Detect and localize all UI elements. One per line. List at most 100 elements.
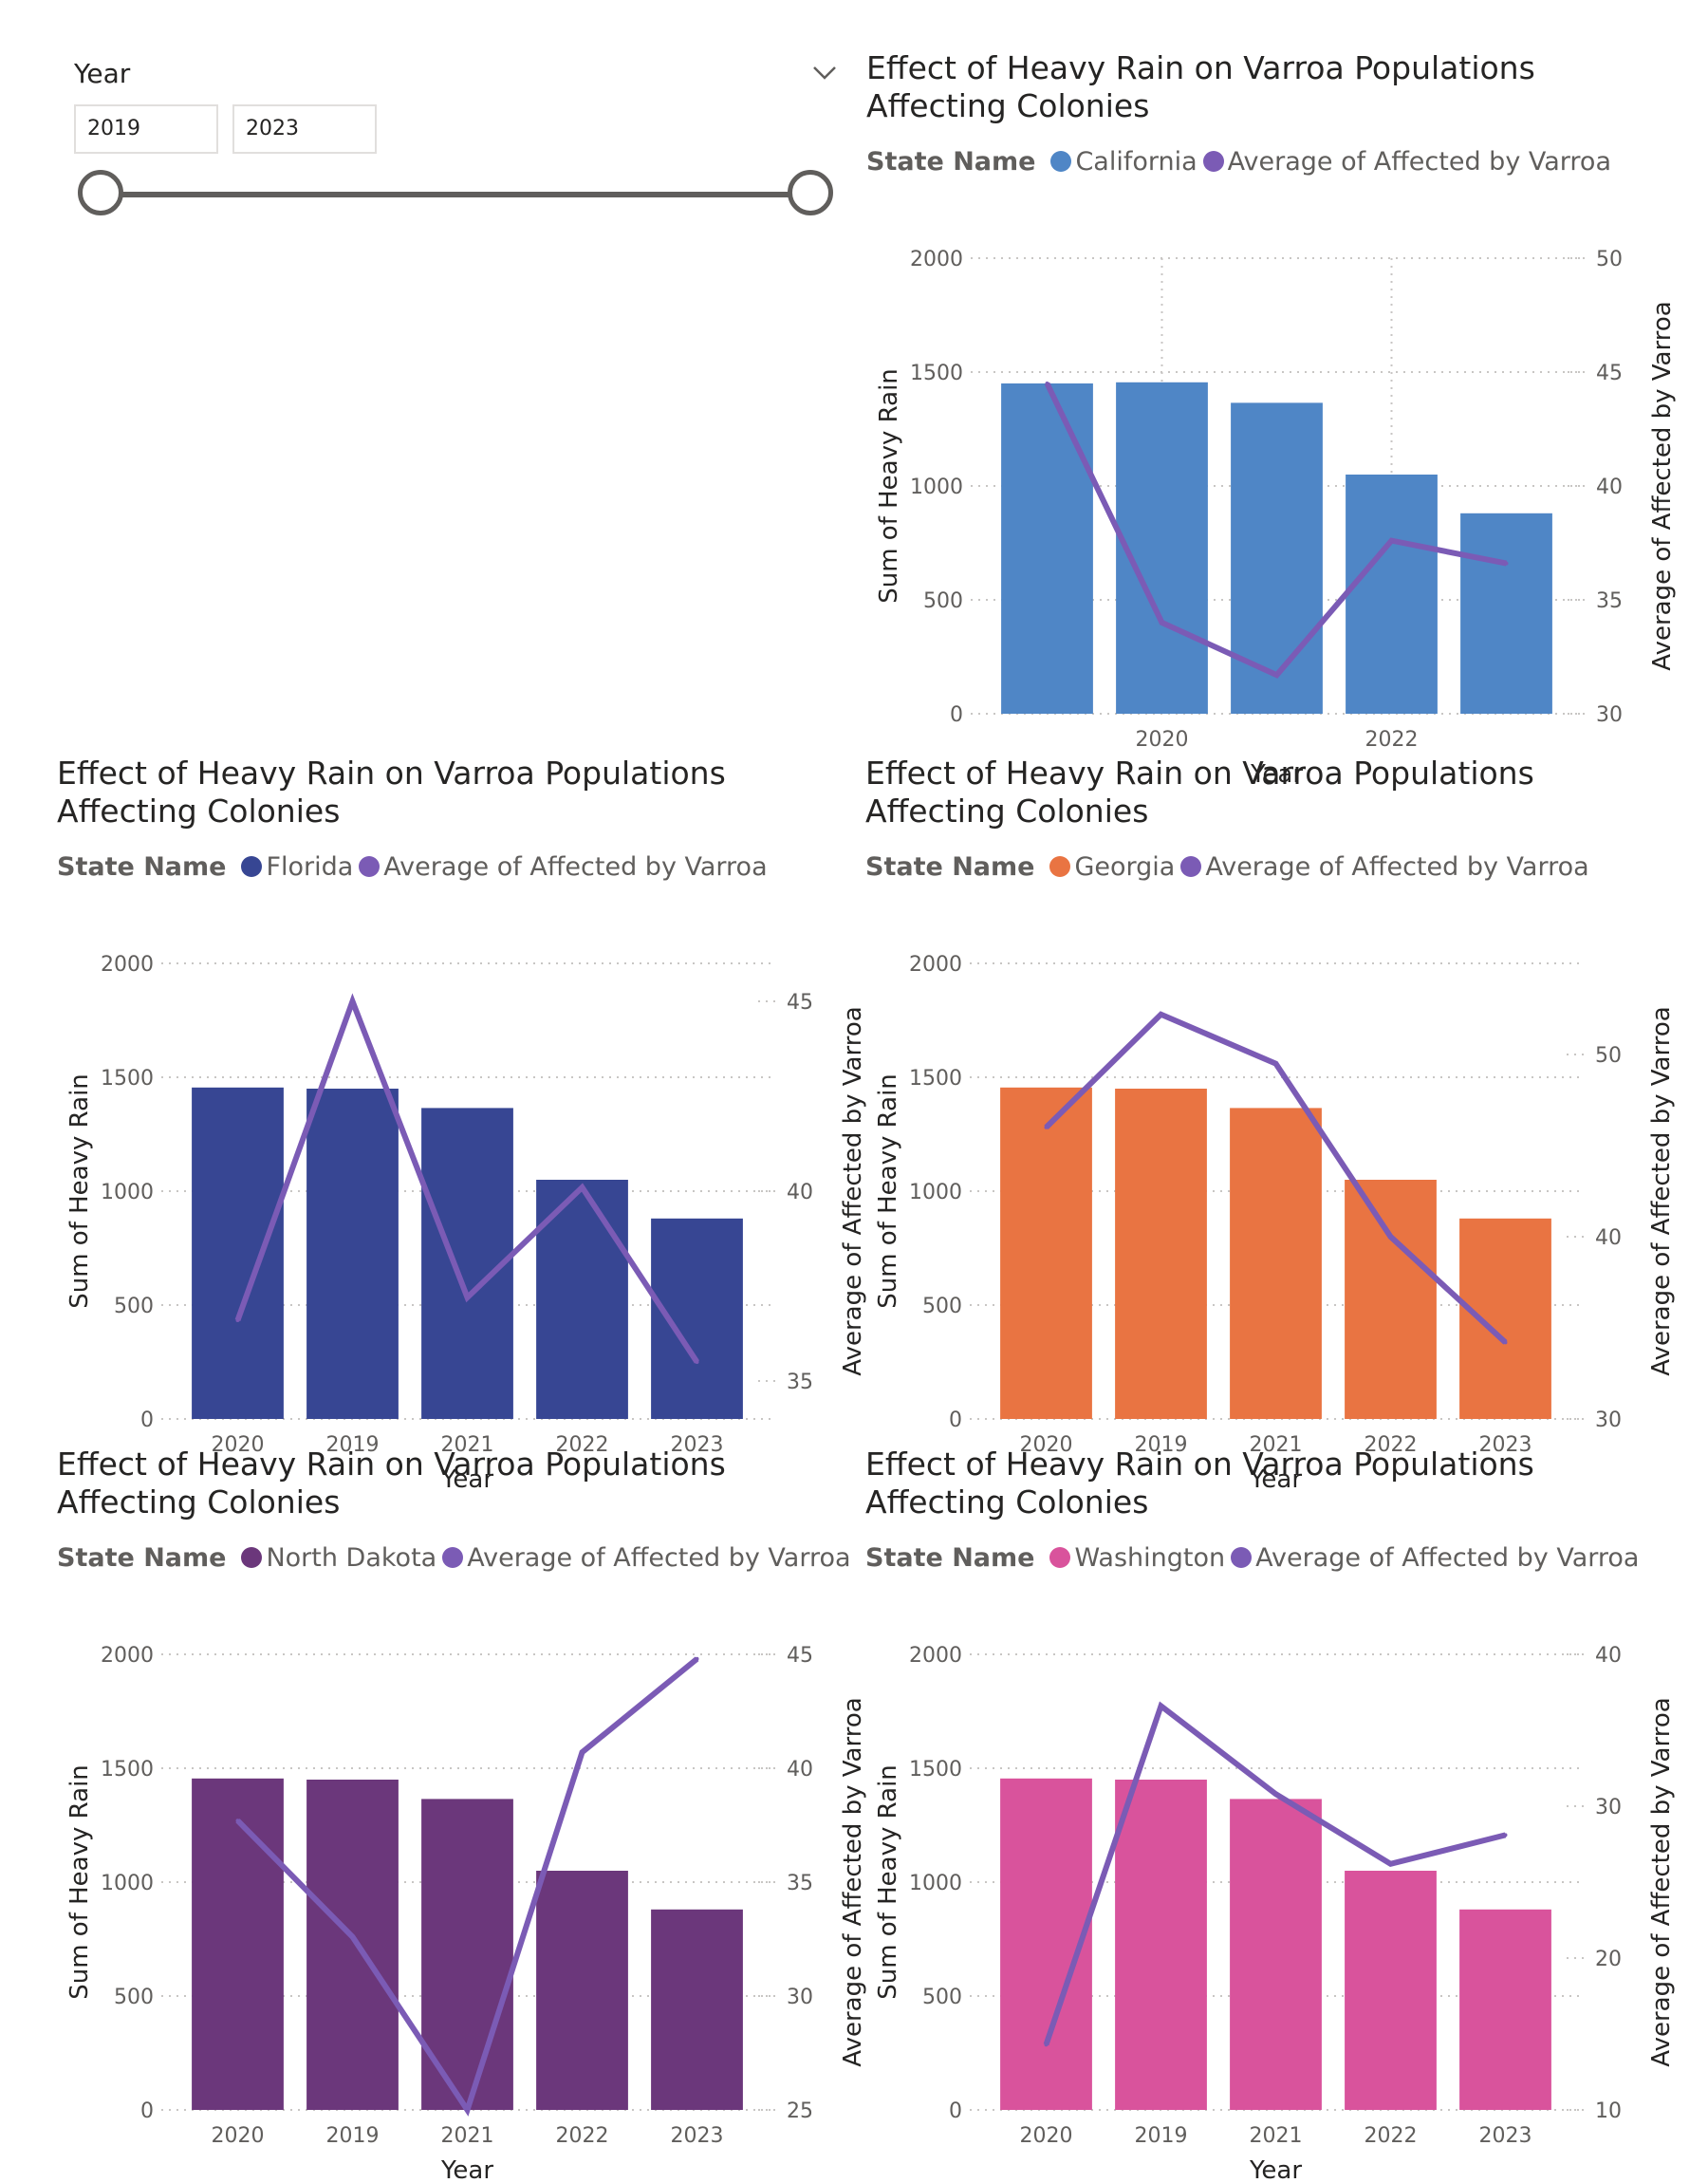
line-point — [1273, 1061, 1278, 1066]
legend-dot-line — [1202, 151, 1224, 172]
slicer-track[interactable] — [102, 192, 805, 197]
y2-axis-title: Average of Affected by Varroa — [1648, 301, 1677, 670]
year-slicer[interactable]: Year 2019 2023 — [66, 52, 845, 242]
chart-title: Effect of Heavy Rain on Varroa Populatio… — [865, 755, 1534, 830]
y2-tick-label: 40 — [787, 1758, 813, 1782]
y-tick-label: 2000 — [910, 248, 963, 271]
line-point — [1388, 1861, 1393, 1866]
chart-plot: 0 500 1000 1500 2000 30 40 50 2020 2019 2021 2022 20… — [874, 953, 1676, 1494]
slicer-end-handle[interactable] — [788, 170, 833, 215]
line-point — [1388, 1235, 1393, 1239]
legend-item-state[interactable]: Georgia — [1049, 852, 1175, 882]
line-point — [1044, 2043, 1049, 2047]
y-tick-label: 500 — [114, 1986, 154, 2009]
legend-dot-bar — [1049, 1547, 1071, 1568]
line-point — [1045, 382, 1049, 385]
x-tick-label: 2020 — [212, 1433, 265, 1457]
legend-label: Average of Affected by Varroa — [1205, 851, 1589, 882]
y2-tick-label: 30 — [1596, 703, 1623, 727]
chart-panel-georgia: Effect of Heavy Rain on Varroa Populatio… — [865, 755, 1700, 1494]
y-tick-label: 0 — [140, 1409, 154, 1432]
line-point — [465, 1296, 470, 1299]
legend-item-average[interactable]: Average of Affected by Varroa — [1180, 851, 1589, 882]
bar — [1345, 1180, 1437, 1419]
legend-label: Washington — [1074, 1542, 1226, 1573]
y2-axis-title: Average of Affected by Varroa — [839, 1697, 867, 2066]
y2-tick-label: 45 — [787, 1644, 813, 1668]
y2-tick-label: 40 — [787, 1181, 813, 1204]
y-tick-label: 1500 — [909, 1067, 962, 1091]
x-tick-label: 2022 — [556, 2124, 609, 2148]
chart-legend: State Name North Dakota Average of Affec… — [57, 1541, 857, 1574]
x-tick-label: 2022 — [1365, 728, 1419, 752]
legend-label: Florida — [266, 851, 354, 882]
y2-tick-label: 40 — [1595, 1226, 1622, 1250]
y2-tick-label: 45 — [787, 991, 813, 1015]
line-point — [580, 1185, 585, 1189]
line-point — [695, 1656, 699, 1661]
y-tick-label: 500 — [923, 589, 963, 613]
chart-legend: State Name Georgia Average of Affected b… — [865, 850, 1595, 883]
bar — [1230, 1108, 1322, 1419]
y-axis-title: Sum of Heavy Rain — [65, 1073, 94, 1309]
line-point — [695, 1360, 699, 1364]
bar — [192, 1087, 284, 1419]
line-point — [1160, 621, 1164, 625]
bar — [1115, 1089, 1207, 1419]
chart-panel-california: Effect of Heavy Rain on Varroa Populatio… — [866, 49, 1701, 789]
bar — [1116, 382, 1208, 714]
x-tick-label: 2019 — [326, 1433, 380, 1457]
y-axis-title: Sum of Heavy Rain — [875, 368, 903, 604]
bar — [306, 1089, 399, 1419]
x-axis-title: Year — [1250, 760, 1303, 789]
bar — [1459, 1909, 1551, 2110]
line-point — [1159, 1704, 1163, 1708]
x-tick-label: 2022 — [1365, 2124, 1418, 2148]
bar — [1346, 475, 1438, 714]
slicer-from-input[interactable]: 2019 — [74, 104, 218, 154]
legend-item-average[interactable]: Average of Affected by Varroa — [1231, 1543, 1639, 1573]
legend-item-average[interactable]: Average of Affected by Varroa — [442, 1543, 851, 1573]
legend-dot-line — [1231, 1547, 1253, 1568]
y2-tick-label: 40 — [1595, 1644, 1622, 1668]
chart-title: Effect of Heavy Rain on Varroa Populatio… — [57, 755, 726, 830]
chart-panel-florida: Effect of Heavy Rain on Varroa Populatio… — [57, 755, 892, 1494]
x-tick-label: 2021 — [1250, 1433, 1303, 1457]
line-point — [350, 1934, 355, 1939]
y2-tick-label: 30 — [1595, 1796, 1622, 1819]
y2-axis-title: Average of Affected by Varroa — [839, 1006, 867, 1375]
legend-item-state[interactable]: California — [1050, 147, 1197, 177]
legend-label: Georgia — [1074, 851, 1176, 882]
legend-item-state[interactable]: Washington — [1049, 1543, 1225, 1573]
legend-title: State Name — [57, 851, 227, 882]
bar — [192, 1778, 284, 2110]
bar — [1231, 402, 1323, 714]
slicer-to-input[interactable]: 2023 — [232, 104, 377, 154]
legend-item-average[interactable]: Average of Affected by Varroa — [359, 852, 768, 882]
bar — [651, 1218, 743, 1419]
legend-item-state[interactable]: North Dakota — [241, 1543, 436, 1573]
chevron-down-icon[interactable] — [808, 56, 841, 88]
legend-item-state[interactable]: Florida — [241, 852, 353, 882]
legend-dot-bar — [241, 1547, 263, 1568]
x-tick-label: 2023 — [1479, 1433, 1532, 1457]
chart-legend: State Name Washington Average of Affecte… — [865, 1541, 1644, 1574]
y-tick-label: 1500 — [101, 1067, 154, 1091]
x-tick-label: 2021 — [1250, 2124, 1303, 2148]
line-point — [1389, 538, 1394, 543]
slicer-start-handle[interactable] — [78, 170, 123, 215]
x-tick-label: 2020 — [1020, 1433, 1073, 1457]
x-axis-title: Year — [440, 2156, 493, 2183]
chart-title: Effect of Heavy Rain on Varroa Populatio… — [866, 49, 1535, 124]
chart-panel-north-dakota: Effect of Heavy Rain on Varroa Populatio… — [57, 1446, 892, 2183]
line-point — [235, 1318, 240, 1322]
y-tick-label: 1500 — [101, 1758, 154, 1782]
legend-dot-bar — [1050, 151, 1072, 172]
legend-item-average[interactable]: Average of Affected by Varroa — [1202, 147, 1611, 177]
x-tick-label: 2023 — [1479, 2124, 1532, 2148]
y-tick-label: 1500 — [909, 1758, 962, 1782]
legend-dot-bar — [1049, 856, 1071, 877]
bar — [421, 1799, 513, 2110]
y-tick-label: 2000 — [101, 953, 154, 977]
bar — [306, 1780, 399, 2110]
